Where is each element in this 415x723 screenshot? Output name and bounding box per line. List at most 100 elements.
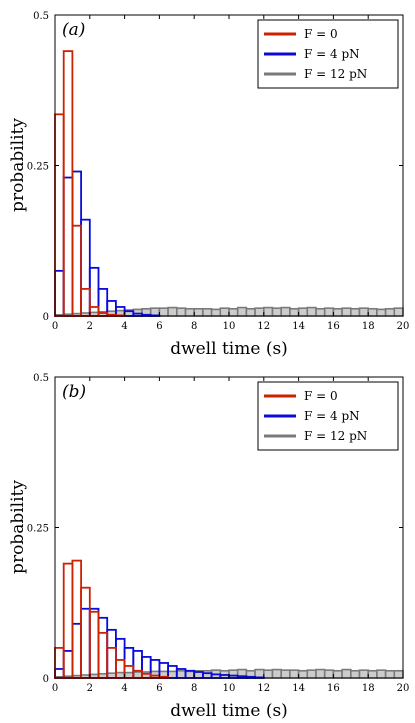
y-tick-label: 0.5 [33,11,49,22]
x-tick-label: 10 [223,321,236,332]
histogram-bar [323,307,335,317]
histogram-bar [349,669,361,679]
panel-label: (b) [62,382,86,402]
legend-label: F = 4 pN [304,47,360,61]
histogram-bar [167,670,178,679]
x-tick-label: 4 [121,321,127,332]
x-axis-ticks: 0 2 4 6 8 10 12 14 16 18 20 [52,377,410,694]
histogram-bar [167,306,178,317]
x-tick-label: 8 [191,321,197,332]
histogram-bar [141,671,152,679]
histogram-bar [376,669,387,679]
x-tick-label: 20 [397,321,410,332]
y-tick-label: 0.25 [27,162,49,173]
legend-label: F = 0 [304,389,338,403]
legend: F = 0 F = 4 pN F = 12 pN [257,19,399,89]
x-tick-label: 12 [257,321,270,332]
histogram-bar [176,307,187,317]
x-tick-label: 10 [223,683,236,694]
histogram-bar [323,669,335,679]
x-tick-label: 6 [156,683,162,694]
x-axis-ticks: 0 2 4 6 8 10 12 14 16 18 20 [52,15,410,332]
y-axis-title: probability [8,480,28,574]
histogram-bar [254,307,265,317]
x-tick-label: 8 [191,683,197,694]
y-tick-label: 0 [43,312,49,323]
histogram-bar [341,668,352,679]
histogram-bar [376,308,387,317]
histogram-bar [228,307,239,317]
x-tick-label: 20 [397,683,410,694]
histogram-bar [289,307,300,317]
histogram-bar [271,307,282,317]
x-tick-label: 12 [257,683,270,694]
x-tick-label: 14 [292,321,305,332]
histogram-bar [306,669,317,679]
x-tick-label: 18 [362,683,375,694]
histogram-bar [306,306,317,317]
histogram-bar [176,669,187,679]
histogram-bar [367,669,378,679]
y-tick-label: 0 [43,674,49,685]
x-axis-title: dwell time (s) [170,339,288,359]
panel-label: (a) [62,20,85,40]
histogram-bar [315,307,326,317]
x-tick-label: 4 [121,683,127,694]
legend-label: F = 4 pN [304,409,360,423]
x-tick-label: 18 [362,321,375,332]
x-tick-label: 6 [156,321,162,332]
histogram-bar [393,307,404,317]
histogram-bar [289,669,300,679]
x-tick-label: 2 [87,321,93,332]
histogram-bar [262,669,274,679]
histogram-bar [149,670,161,679]
histogram-bar [358,669,369,679]
x-tick-label: 16 [327,321,340,332]
histogram-bar [384,307,396,317]
histogram-bar [262,306,274,317]
chart-panel-a: 0 2 4 6 8 10 12 14 16 18 20 0 0.25 0.5 (a) dwell tim… [8,11,409,359]
y-axis-ticks: 0 0.25 0.5 [27,11,403,323]
histogram-bar [358,307,369,317]
histogram-bar [228,669,239,679]
chart-panel-b: 0 2 4 6 8 10 12 14 16 18 20 0 0.25 0.5 (b) dwell tim… [8,373,409,721]
histogram-bar [349,307,361,317]
histogram-bar [297,307,309,317]
legend-label: F = 12 pN [304,429,367,443]
histogram-bar [280,669,291,679]
y-axis-ticks: 0 0.25 0.5 [27,373,403,685]
y-axis-title: probability [8,118,28,212]
y-tick-label: 0.5 [33,373,49,384]
histogram-bar [202,669,213,679]
histogram-bar [184,307,195,317]
histogram-bar [236,306,248,317]
histogram-bar [132,671,143,679]
histogram-bar [393,669,404,679]
x-tick-label: 2 [87,683,93,694]
histogram-bar [271,668,282,679]
legend-label: F = 0 [304,27,338,41]
histogram-bar [332,669,343,679]
legend-label: F = 12 pN [304,67,367,81]
x-axis-title: dwell time (s) [170,701,288,721]
histogram-bar [245,307,256,317]
histogram-bar [280,306,291,317]
histogram-bar [332,307,343,317]
x-tick-label: 0 [52,683,58,694]
histogram-bar [202,307,213,317]
histogram-bar [341,307,352,317]
x-tick-label: 0 [52,321,58,332]
histogram-bar [297,669,309,679]
histogram-bar [184,670,195,679]
histogram-bar [158,307,169,317]
legend: F = 0 F = 4 pN F = 12 pN [257,381,399,451]
histogram-bar [219,307,230,317]
histogram-bar [367,307,378,317]
histogram-bar [193,307,204,317]
histogram-bar [210,308,222,317]
histogram-bar [384,669,396,679]
x-tick-label: 16 [327,683,340,694]
x-tick-label: 14 [292,683,305,694]
y-tick-label: 0.25 [27,524,49,535]
